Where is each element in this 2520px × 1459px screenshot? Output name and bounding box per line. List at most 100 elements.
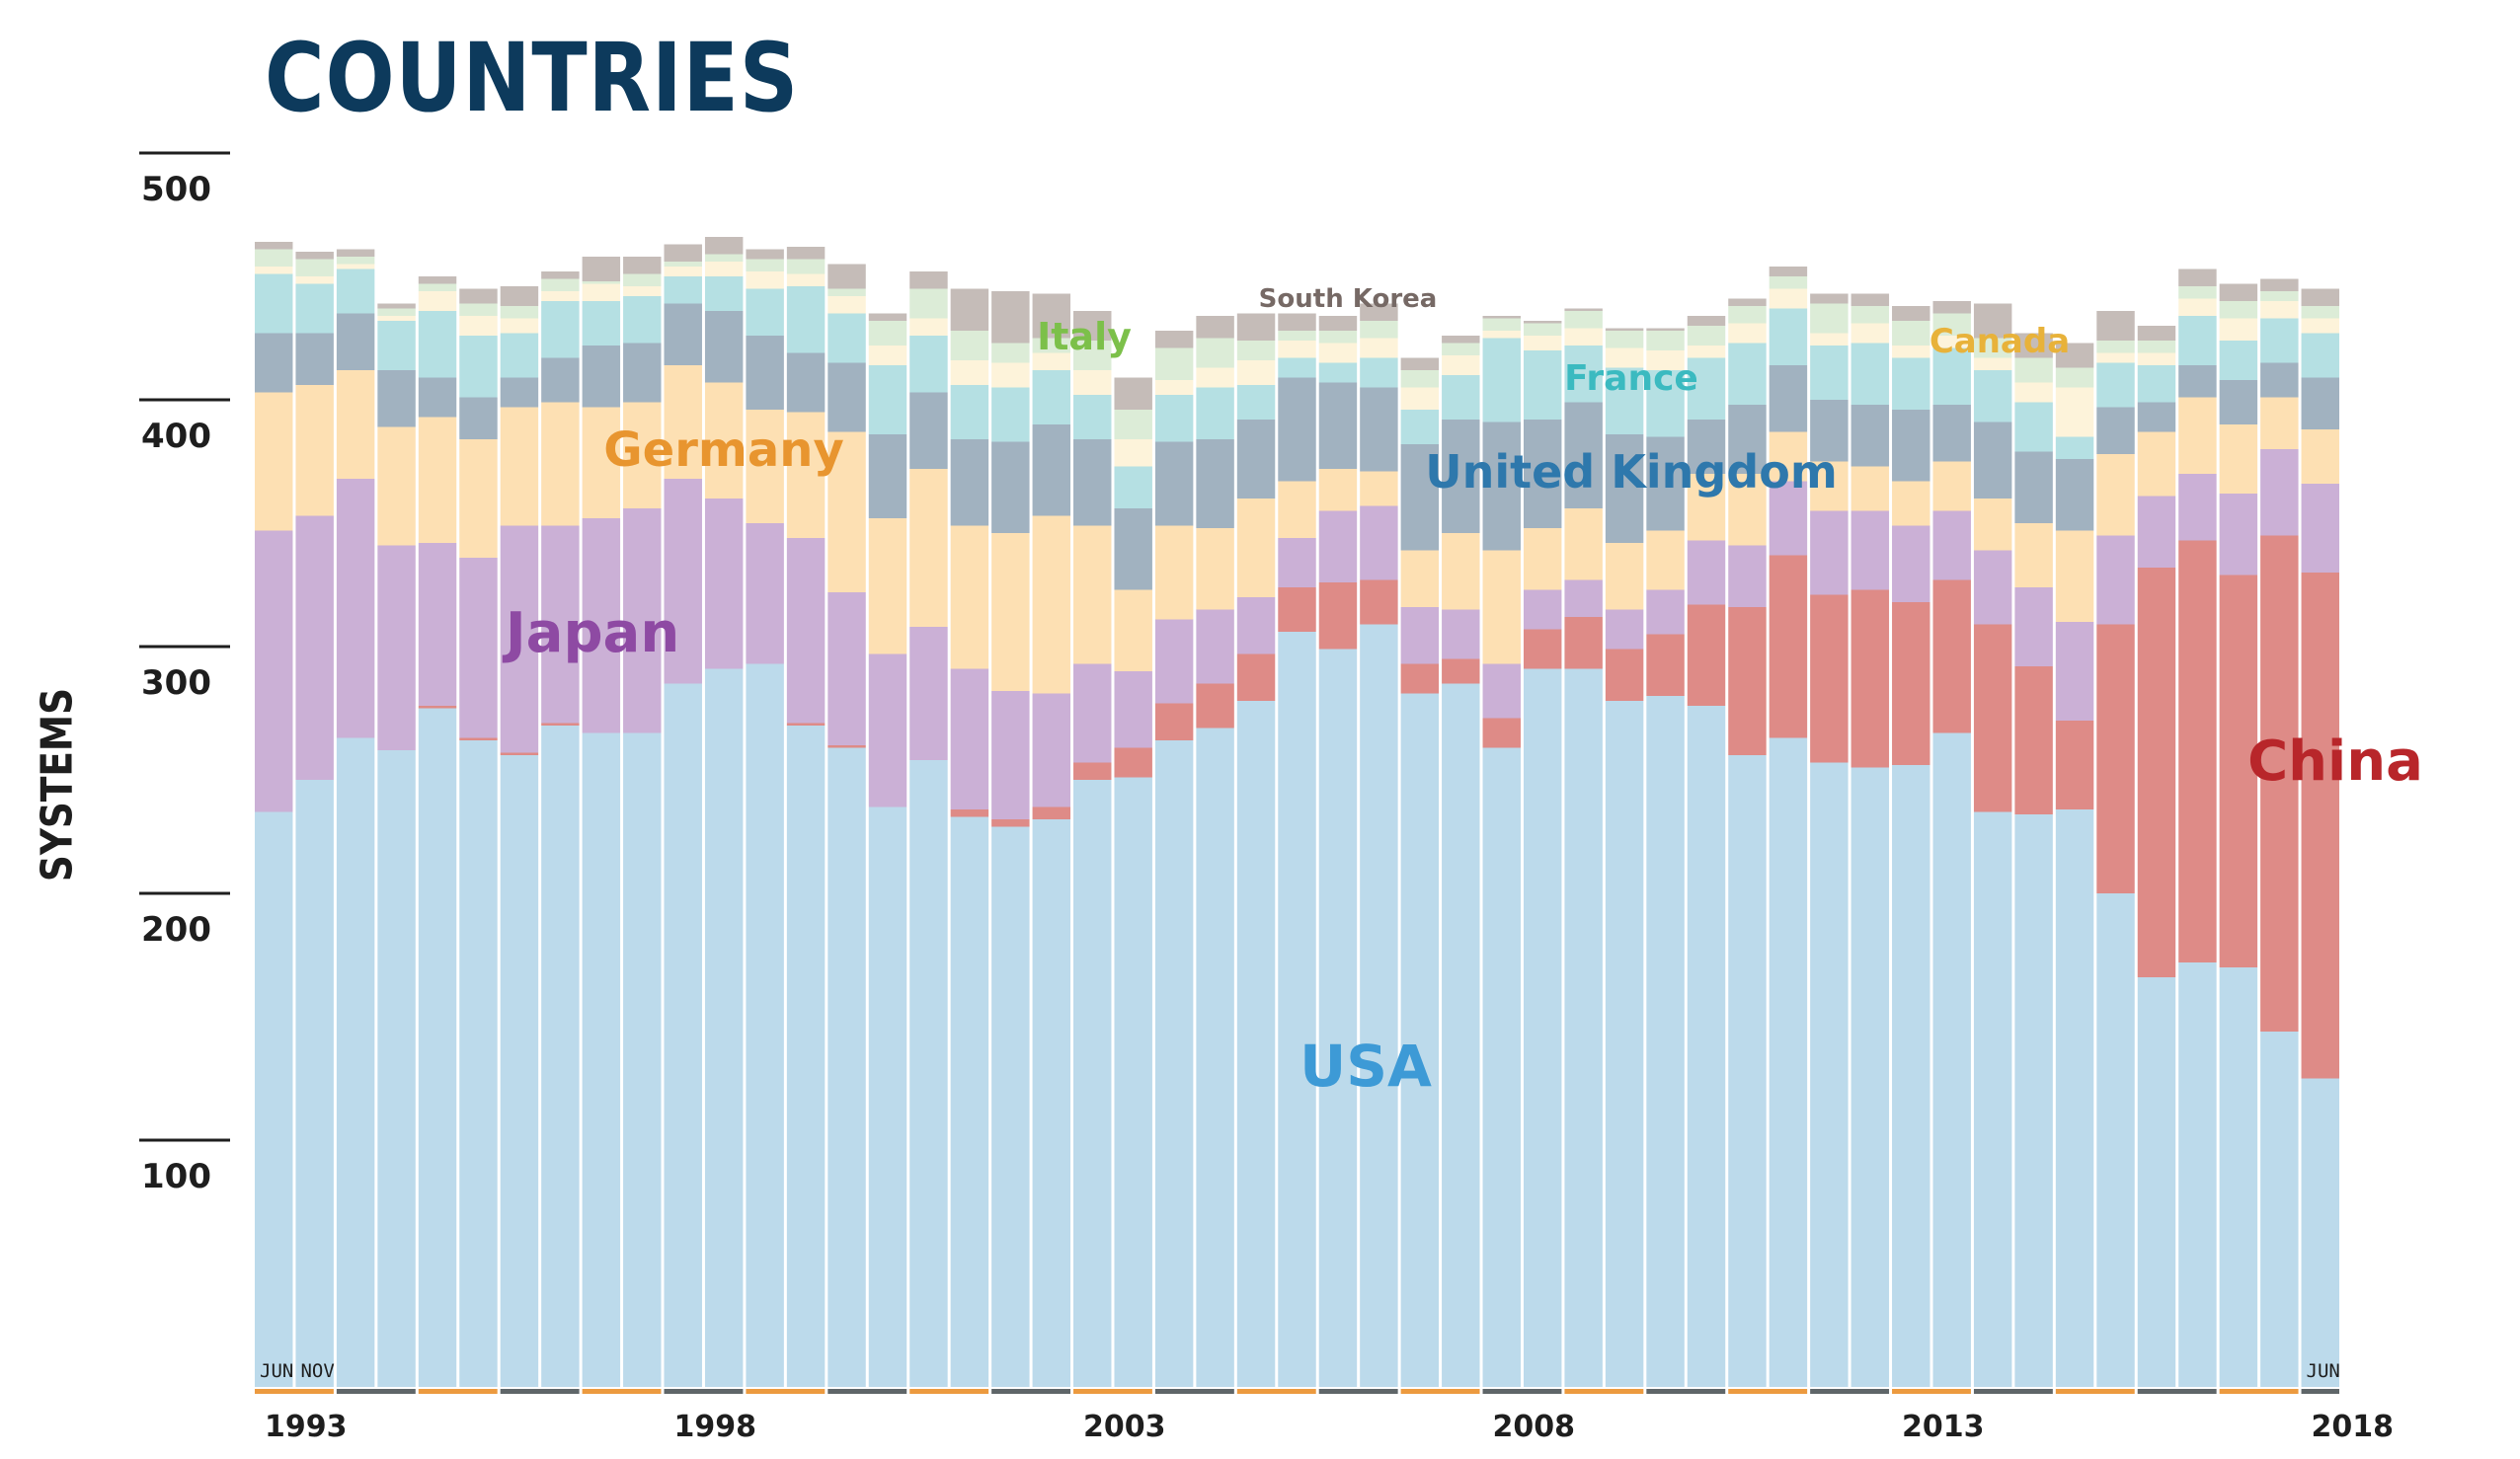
- bar-segment-united-kingdom: [500, 377, 539, 408]
- bar-27: [1360, 303, 1398, 1387]
- year-band-1998: [664, 1389, 744, 1394]
- bar-segment-south-korea: [704, 237, 744, 255]
- bar-segment-italy: [336, 257, 375, 265]
- bar-segment-united-kingdom: [1318, 382, 1358, 469]
- bar-segment-canada: [1360, 338, 1398, 358]
- bar-segment-france: [1892, 357, 1930, 410]
- bar-segment-canada: [500, 318, 539, 334]
- bar-segment-france: [418, 311, 457, 378]
- bar-segment-canada: [1769, 288, 1808, 309]
- bar-segment-usa: [746, 663, 784, 1387]
- bar-segment-united-kingdom: [1236, 420, 1276, 499]
- bar-segment-italy: [991, 343, 1030, 363]
- bar-segment-italy: [255, 249, 293, 267]
- bar-3: [377, 303, 416, 1387]
- bar-segment-france: [541, 301, 580, 358]
- bar-segment-germany: [1400, 550, 1440, 607]
- bar-segment-south-korea: [950, 288, 989, 331]
- bar-segment-france: [1728, 343, 1767, 405]
- bar-segment-united-kingdom: [1073, 439, 1112, 526]
- bar-segment-canada: [2014, 382, 2053, 403]
- bar-segment-china: [786, 723, 826, 726]
- bar-21: [1114, 377, 1152, 1387]
- bar-segment-usa: [1728, 755, 1767, 1387]
- bar-segment-japan: [582, 518, 621, 733]
- bar-segment-usa: [1646, 696, 1685, 1387]
- bar-segment-italy: [1442, 343, 1480, 355]
- bar-0: [255, 242, 293, 1387]
- bar-segment-united-kingdom: [1278, 377, 1316, 482]
- bar-segment-germany: [1114, 589, 1152, 671]
- bar-segment-china: [1769, 555, 1808, 738]
- bar-segment-canada: [1973, 357, 2012, 370]
- bar-segment-japan: [1318, 510, 1358, 582]
- bar-segment-france: [1236, 385, 1276, 420]
- bar-segment-united-kingdom: [1687, 420, 1726, 474]
- bar-segment-canada: [1932, 336, 1971, 348]
- bar-segment-japan: [1973, 550, 2012, 625]
- bar-segment-germany: [1605, 543, 1644, 610]
- bar-segment-usa: [1564, 668, 1603, 1387]
- bar-segment-united-kingdom: [2219, 380, 2258, 424]
- bar-segment-germany: [1687, 474, 1726, 541]
- bar-segment-italy: [1236, 341, 1276, 360]
- bar-segment-united-kingdom: [1564, 402, 1603, 508]
- series-label-south-korea: South Korea: [1259, 284, 1438, 314]
- bar-segment-germany: [704, 382, 744, 499]
- bar-segment-japan: [1236, 597, 1276, 654]
- series-label-germany: Germany: [603, 422, 844, 478]
- bar-segment-italy: [1564, 311, 1603, 329]
- bar-segment-united-kingdom: [377, 370, 416, 427]
- bar-segment-south-korea: [1769, 267, 1808, 276]
- bar-segment-italy: [295, 259, 334, 276]
- year-band-2017: [2219, 1389, 2299, 1394]
- bar-segment-usa: [336, 737, 375, 1387]
- bar-segment-south-korea: [1278, 313, 1316, 331]
- year-band-1997: [582, 1389, 662, 1394]
- bar-segment-germany: [459, 439, 498, 558]
- year-band-1996: [500, 1389, 580, 1394]
- month-marker-jun: JUN: [2307, 1360, 2340, 1382]
- bar-segment-canada: [1605, 347, 1644, 368]
- bar-segment-canada: [1523, 336, 1562, 350]
- bar-segment-germany: [1154, 525, 1194, 620]
- bar-35: [1687, 316, 1726, 1387]
- bar-segment-france: [2178, 316, 2217, 365]
- bar-8: [582, 257, 621, 1387]
- bar-segment-china: [1605, 649, 1644, 701]
- bar-segment-france: [950, 385, 989, 439]
- bar-segment-france: [909, 336, 948, 393]
- bar-segment-usa: [1605, 701, 1644, 1387]
- bar-segment-canada: [2137, 352, 2176, 365]
- bar-18: [991, 291, 1030, 1387]
- bar-segment-france: [1032, 370, 1071, 424]
- y-tick-label-400: 400: [141, 417, 211, 456]
- year-band-2001: [909, 1389, 989, 1394]
- bar-segment-united-kingdom: [1032, 424, 1071, 516]
- bar-segment-japan: [2219, 494, 2258, 576]
- bar-segment-china: [1810, 594, 1849, 763]
- bar-segment-united-kingdom: [1360, 387, 1398, 472]
- bar-segment-usa: [1523, 668, 1562, 1387]
- bar-13: [786, 247, 826, 1387]
- year-band-1994: [336, 1389, 416, 1394]
- bar-segment-usa: [255, 811, 293, 1387]
- bar-segment-japan: [1728, 545, 1767, 607]
- bar-segment-italy: [1400, 370, 1440, 388]
- bar-segment-united-kingdom: [1728, 405, 1767, 474]
- bar-segment-germany: [1973, 499, 2012, 551]
- bar-segment-south-korea: [868, 313, 907, 321]
- bar-segment-italy: [582, 281, 621, 284]
- bar-segment-usa: [1687, 706, 1726, 1387]
- bar-11: [704, 237, 744, 1387]
- bar-segment-south-korea: [418, 276, 457, 284]
- bar-segment-italy: [827, 288, 866, 296]
- bar-segment-italy: [1851, 306, 1890, 324]
- bar-segment-germany: [623, 402, 662, 508]
- bar-segment-canada: [1687, 346, 1726, 358]
- bar-segment-china: [1114, 747, 1152, 778]
- bar-segment-south-korea: [377, 303, 416, 309]
- bar-segment-canada: [1073, 370, 1112, 395]
- bar-segment-germany: [991, 533, 1030, 691]
- bar-segment-china: [541, 723, 580, 726]
